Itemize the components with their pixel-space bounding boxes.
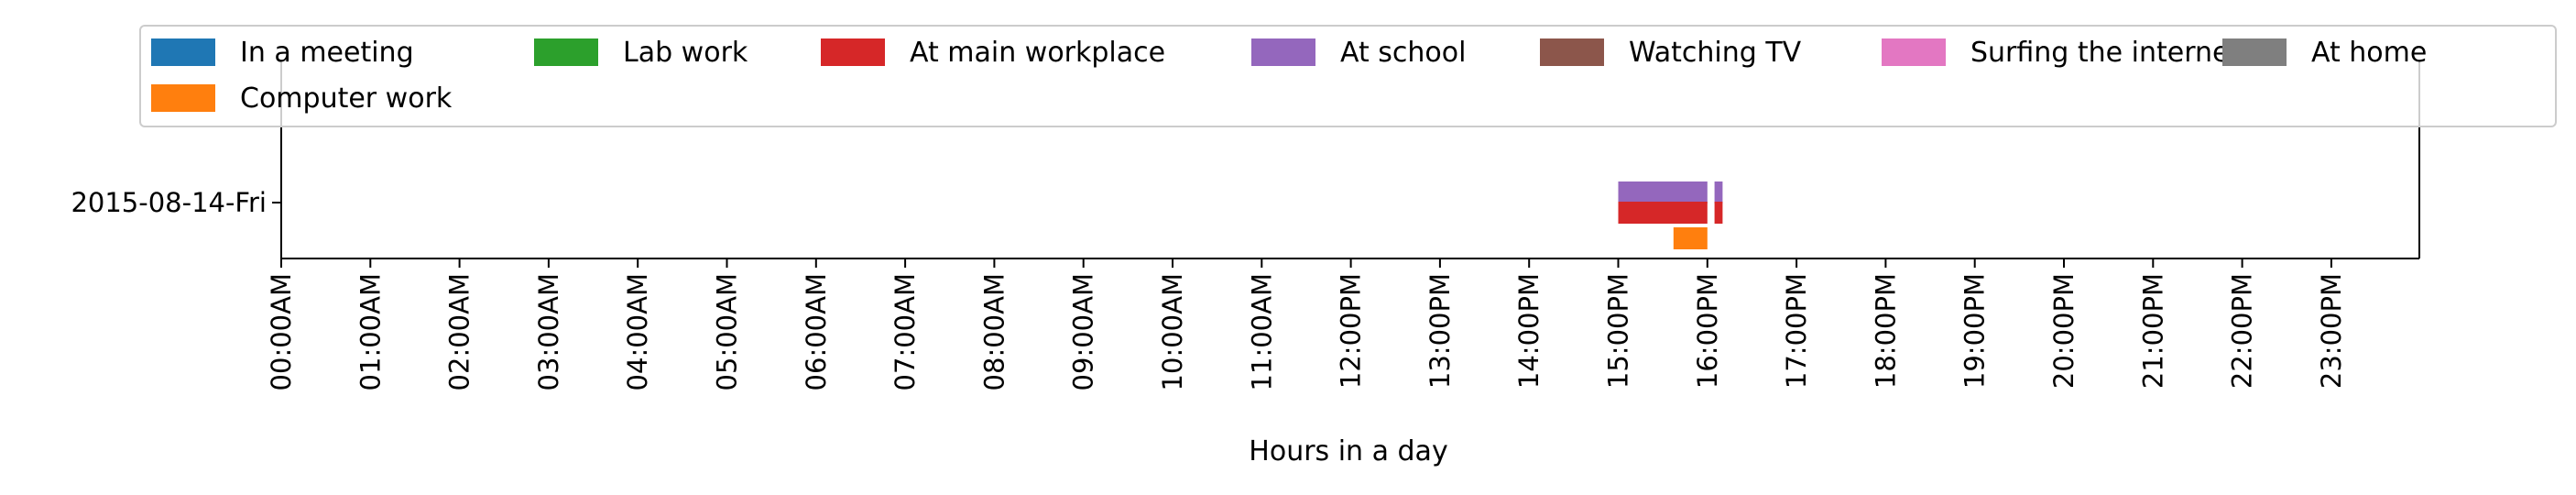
x-tick-label-10: 10:00AM xyxy=(1157,273,1188,390)
legend-box xyxy=(139,25,2557,127)
bar-at-main-workplace-3 xyxy=(1714,202,1723,224)
x-tick-label-21: 21:00PM xyxy=(2137,273,2168,389)
x-tick-label-19: 19:00PM xyxy=(1959,273,1991,389)
x-tick-label-11: 11:00AM xyxy=(1246,273,1277,390)
legend-swatch-surfing-the-internet xyxy=(1882,38,1946,66)
x-tick-label-4: 04:00AM xyxy=(622,273,653,390)
legend-label-computer-work: Computer work xyxy=(240,82,453,115)
x-tick-label-22: 22:00PM xyxy=(2227,273,2258,389)
bar-at-school-0 xyxy=(1618,182,1708,204)
legend-swatch-watching-tv xyxy=(1540,38,1604,66)
legend-label-lab-work: Lab work xyxy=(623,37,748,69)
x-tick-label-5: 05:00AM xyxy=(712,273,743,390)
legend: In a meeting Computer work Lab work At main… xyxy=(139,25,2557,127)
x-tick-label-9: 09:00AM xyxy=(1068,273,1099,390)
x-tick-label-20: 20:00PM xyxy=(2048,273,2079,389)
legend-swatch-lab-work xyxy=(534,38,598,66)
legend-label-watching-tv: Watching TV xyxy=(1629,37,1802,69)
bar-at-main-workplace-2 xyxy=(1618,202,1708,224)
x-tick-label-0: 00:00AM xyxy=(266,273,297,390)
bar-at-school-1 xyxy=(1714,182,1723,204)
x-tick-label-6: 06:00AM xyxy=(801,273,832,390)
x-tick-label-1: 01:00AM xyxy=(355,273,386,390)
x-tick-label-15: 15:00PM xyxy=(1603,273,1634,389)
x-tick-label-12: 12:00PM xyxy=(1336,273,1367,389)
legend-label-at-home: At home xyxy=(2311,37,2427,69)
x-tick-label-23: 23:00PM xyxy=(2316,273,2347,389)
legend-label-at-main-workplace: At main workplace xyxy=(910,37,1165,69)
legend-swatch-computer-work xyxy=(151,84,215,112)
x-tick-label-7: 07:00AM xyxy=(890,273,921,390)
x-axis-label: Hours in a day xyxy=(1249,435,1447,468)
y-axis: 2015-08-14-Fri xyxy=(71,187,281,218)
x-tick-label-17: 17:00PM xyxy=(1781,273,1812,389)
legend-swatch-in-a-meeting xyxy=(151,38,215,66)
x-axis: 00:00AM 01:00AM 02:00AM 03:00AM 04:00AM 05:00… xyxy=(266,258,2347,390)
y-tick-label-0: 2015-08-14-Fri xyxy=(71,187,267,218)
x-tick-label-16: 16:00PM xyxy=(1692,273,1723,389)
legend-swatch-at-home xyxy=(2222,38,2287,66)
legend-label-surfing-the-internet: Surfing the internet xyxy=(1970,37,2240,69)
x-tick-label-3: 03:00AM xyxy=(533,273,564,390)
legend-label-at-school: At school xyxy=(1340,37,1466,69)
x-tick-label-14: 14:00PM xyxy=(1513,273,1545,389)
x-tick-label-2: 02:00AM xyxy=(444,273,475,390)
x-tick-label-18: 18:00PM xyxy=(1870,273,1901,389)
bar-computer-work-4 xyxy=(1673,227,1708,249)
legend-swatch-at-school xyxy=(1251,38,1315,66)
x-tick-label-8: 08:00AM xyxy=(978,273,1010,390)
legend-label-in-a-meeting: In a meeting xyxy=(240,37,414,69)
x-tick-label-13: 13:00PM xyxy=(1424,273,1456,389)
legend-swatch-at-main-workplace xyxy=(821,38,885,66)
